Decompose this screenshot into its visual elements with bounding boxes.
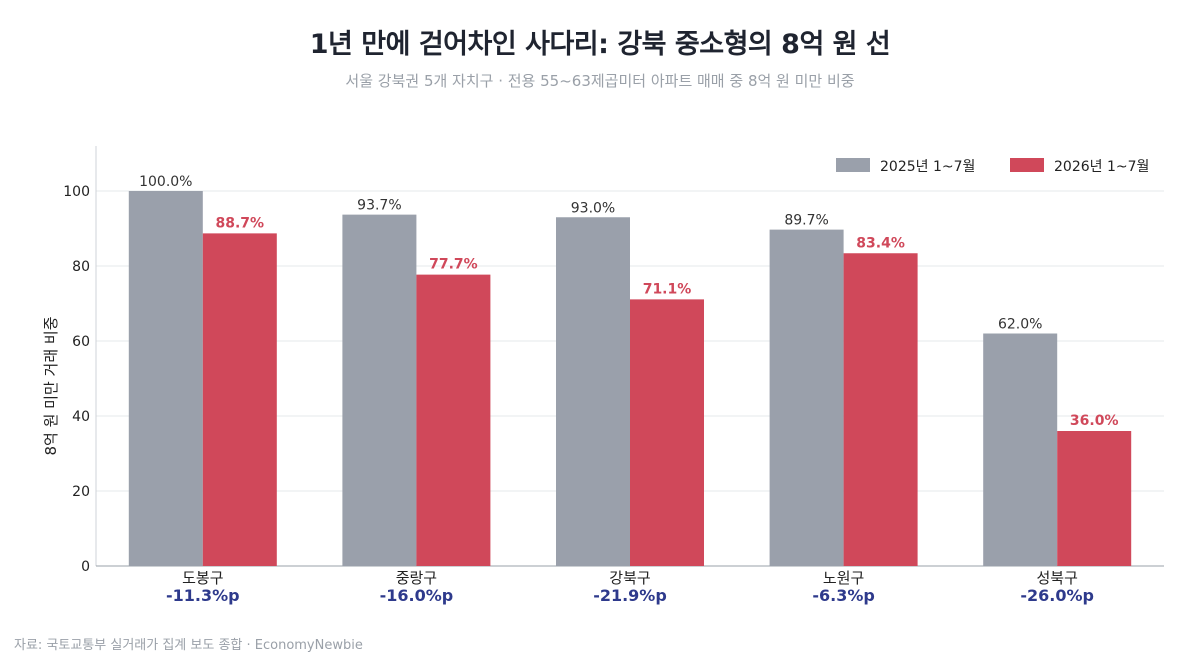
legend-swatch-2025 [836, 158, 870, 172]
difference-label: -16.0%p [380, 586, 454, 605]
bar-2026-4 [1057, 431, 1132, 566]
bar-2025-1 [342, 214, 417, 566]
difference-label: -26.0%p [1020, 586, 1094, 605]
bar-2025-3 [769, 229, 844, 566]
legend-label-2026: 2026년 1~7월 [1054, 159, 1149, 175]
x-tick-label: 성북구 [1036, 569, 1077, 587]
legend-label-2025: 2025년 1~7월 [880, 159, 975, 175]
data-label-2025: 100.0% [139, 174, 192, 190]
bar-2026-2 [630, 299, 704, 566]
x-tick-label: 중랑구 [396, 569, 437, 587]
data-label-2026: 88.7% [216, 215, 265, 231]
data-label-2026: 36.0% [1070, 413, 1119, 429]
data-label-2026: 71.1% [643, 281, 692, 297]
bar-2026-3 [843, 253, 918, 566]
chart-subtitle: 서울 강북권 5개 자치구 · 전용 55~63제곱미터 아파트 매매 중 8억… [345, 72, 855, 90]
data-label-2025: 93.0% [571, 200, 615, 216]
y-tick-label: 40 [72, 409, 90, 425]
y-tick-label: 0 [81, 559, 90, 575]
difference-label: -11.3%p [166, 586, 240, 605]
data-label-2026: 77.7% [429, 257, 478, 273]
data-label-2026: 83.4% [856, 235, 905, 251]
bar-2026-1 [416, 274, 491, 566]
source-note: 자료: 국토교통부 실거래가 집계 보도 종합 · EconomyNewbie [14, 638, 363, 653]
x-tick-label: 강북구 [609, 569, 650, 587]
difference-label: -21.9%p [593, 586, 667, 605]
data-label-2025: 62.0% [998, 317, 1042, 333]
data-label-2025: 89.7% [784, 213, 828, 229]
y-tick-label: 20 [72, 484, 90, 500]
difference-label: -6.3%p [812, 586, 874, 605]
x-tick-label: 도봉구 [182, 569, 223, 587]
bar-2026-0 [202, 233, 277, 566]
bar-2025-0 [128, 191, 203, 566]
y-tick-label: 60 [72, 334, 90, 350]
x-tick-label: 노원구 [823, 569, 864, 587]
y-axis-label: 8억 원 미만 거래 비중 [42, 316, 60, 455]
bar-2025-2 [556, 217, 630, 566]
y-tick-label: 80 [72, 259, 90, 275]
data-label-2025: 93.7% [357, 198, 401, 214]
bar-2025-4 [983, 333, 1058, 566]
legend-swatch-2026 [1010, 158, 1044, 172]
chart-title: 1년 만에 걷어차인 사다리: 강북 중소형의 8억 원 선 [309, 29, 891, 60]
y-tick-label: 100 [63, 184, 90, 200]
